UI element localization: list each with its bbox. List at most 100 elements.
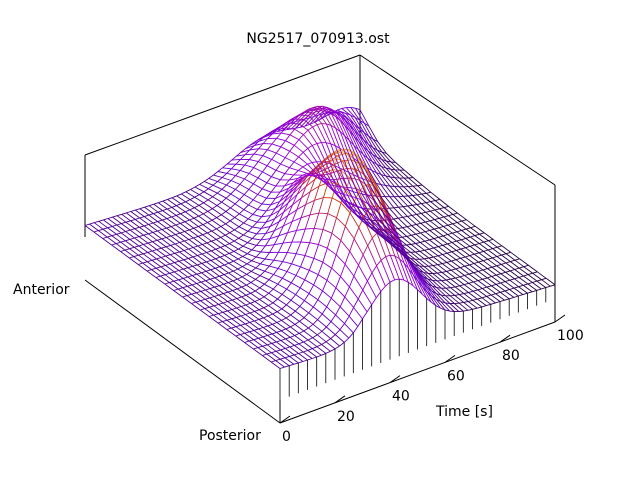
surface-line-position bbox=[169, 282, 179, 290]
surface-line-position bbox=[173, 280, 184, 289]
surface-line-time bbox=[424, 257, 429, 260]
surface-line-position bbox=[277, 283, 287, 290]
surface-line-position bbox=[142, 262, 152, 270]
surface-line-position bbox=[307, 172, 317, 178]
surface-line-time bbox=[385, 175, 391, 178]
surface-line-position bbox=[315, 173, 326, 184]
surface-line-position bbox=[527, 283, 537, 291]
surface-line-position bbox=[289, 356, 299, 364]
surface-line-position bbox=[411, 234, 421, 243]
surface-line-time bbox=[523, 274, 529, 277]
surface-line-time bbox=[253, 177, 259, 185]
surface-line-time bbox=[180, 221, 186, 224]
surface-line-time bbox=[222, 301, 228, 304]
surface-line-position bbox=[419, 242, 430, 250]
surface-line-time bbox=[241, 294, 247, 298]
surface-line-position bbox=[257, 177, 268, 184]
surface-line-position bbox=[510, 251, 520, 260]
surface-line-time bbox=[174, 251, 180, 254]
surface-line-time bbox=[189, 217, 195, 221]
x-tick-label: 40 bbox=[392, 389, 410, 405]
surface-line-time bbox=[344, 315, 350, 324]
surface-line-time bbox=[203, 211, 209, 215]
surface-line-position bbox=[397, 244, 407, 253]
surface-line-position bbox=[253, 167, 263, 173]
surface-line-time bbox=[229, 240, 235, 244]
surface-line-position bbox=[289, 336, 300, 345]
surface-line-position bbox=[323, 111, 333, 118]
surface-line-position bbox=[304, 300, 314, 308]
surface-line-position bbox=[191, 303, 201, 311]
surface-line-position bbox=[381, 166, 391, 178]
surface-line-position bbox=[254, 311, 264, 319]
surface-line-position bbox=[232, 280, 243, 288]
surface-line-position bbox=[421, 203, 431, 212]
surface-line-position bbox=[426, 192, 436, 201]
surface-line-position bbox=[250, 292, 260, 300]
surface-line-time bbox=[482, 286, 488, 289]
surface-line-position bbox=[251, 260, 261, 265]
surface-line-time bbox=[269, 218, 276, 227]
surface-line-position bbox=[251, 249, 261, 253]
surface-line-position bbox=[248, 218, 258, 223]
surface-line-position bbox=[482, 288, 492, 296]
surface-line-position bbox=[514, 269, 524, 277]
surface-line-position bbox=[461, 220, 471, 229]
surface-line-time bbox=[478, 260, 484, 263]
surface-line-position bbox=[412, 177, 423, 186]
surface-line-time bbox=[237, 276, 243, 280]
surface-line-time bbox=[272, 322, 278, 325]
surface-line-time bbox=[262, 149, 268, 156]
surface-line-time bbox=[208, 174, 214, 179]
surface-line-time bbox=[219, 274, 225, 277]
surface-line-time bbox=[209, 296, 215, 299]
surface-line-time bbox=[313, 244, 319, 259]
surface-line-position bbox=[407, 205, 417, 215]
surface-line-position bbox=[423, 266, 434, 274]
surface-line-position bbox=[248, 189, 258, 195]
surface-line-position bbox=[470, 227, 480, 235]
surface-line-time bbox=[120, 231, 126, 234]
surface-line-time bbox=[125, 220, 131, 223]
surface-line-position bbox=[192, 275, 202, 283]
surface-line-position bbox=[436, 287, 446, 297]
surface-line-time bbox=[509, 296, 514, 300]
surface-line-position bbox=[469, 245, 480, 254]
surface-line-position bbox=[124, 249, 135, 257]
surface-line-position bbox=[199, 183, 209, 190]
box-top-back-edge bbox=[84, 54, 361, 156]
surface-line-position bbox=[349, 212, 360, 228]
surface-line-time bbox=[248, 167, 255, 174]
surface-line-position bbox=[412, 274, 423, 295]
surface-line-position bbox=[374, 228, 385, 237]
surface-line-position bbox=[276, 311, 287, 319]
surface-line-time bbox=[407, 195, 413, 197]
surface-line-time bbox=[505, 270, 511, 273]
surface-line-time bbox=[228, 260, 234, 264]
surface-line-position bbox=[424, 249, 434, 258]
surface-line-position bbox=[541, 279, 551, 287]
surface-line-time bbox=[278, 212, 285, 222]
surface-line-position bbox=[410, 244, 421, 252]
surface-line-position bbox=[460, 257, 470, 266]
surface-line-position bbox=[286, 288, 296, 295]
surface-line-position bbox=[211, 230, 221, 238]
surface-line-time bbox=[541, 287, 546, 290]
surface-line-position bbox=[421, 184, 432, 193]
surface-line-position bbox=[436, 280, 447, 289]
surface-line-position bbox=[234, 229, 244, 236]
surface-line-time bbox=[244, 149, 251, 156]
surface-line-time bbox=[247, 249, 253, 255]
surface-line-position bbox=[415, 243, 425, 251]
surface-line-time bbox=[226, 327, 232, 330]
surface-line-position bbox=[295, 118, 306, 129]
surface-line-time bbox=[442, 261, 447, 265]
surface-line-position bbox=[386, 153, 396, 163]
surface-line-position bbox=[358, 227, 369, 246]
surface-line-time bbox=[259, 283, 265, 289]
surface-line-time bbox=[192, 273, 198, 277]
surface-line-position bbox=[317, 274, 328, 281]
surface-line-position bbox=[249, 331, 259, 339]
surface-line-time bbox=[455, 267, 461, 270]
